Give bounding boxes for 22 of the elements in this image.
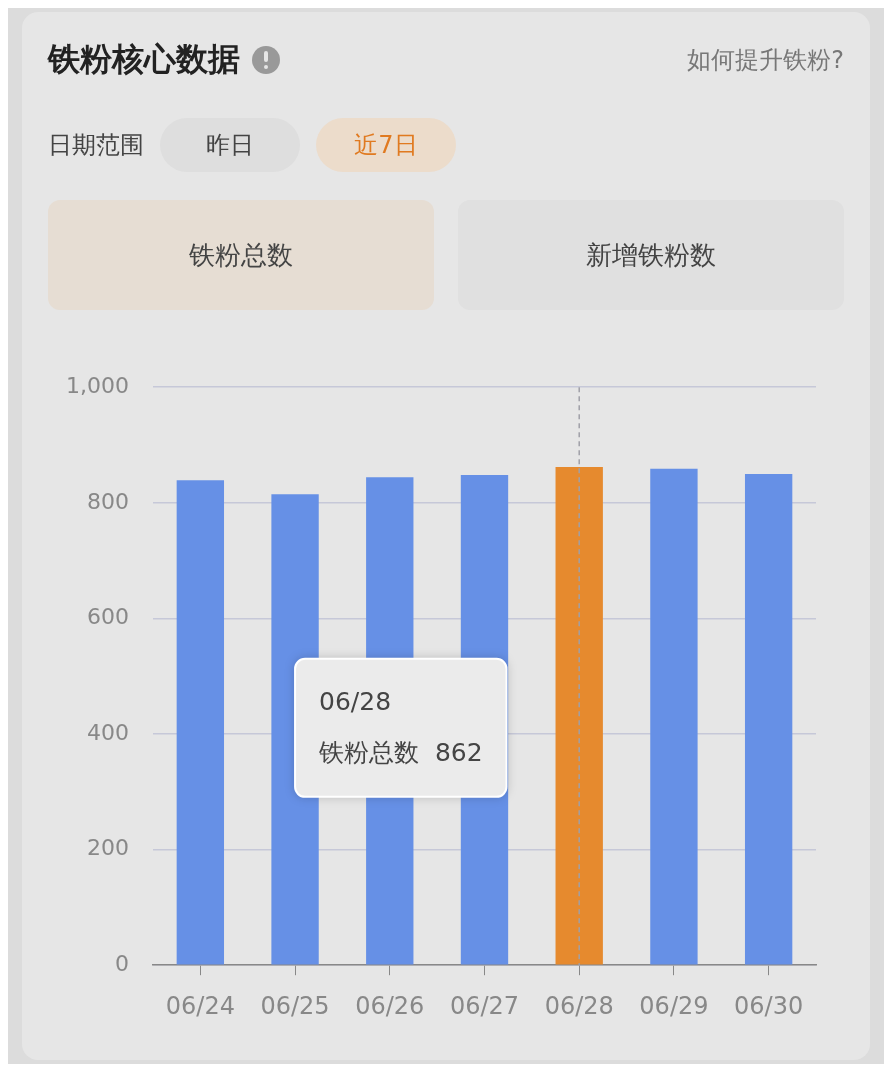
x-tick-label: 06/28 — [544, 991, 614, 1020]
text: 新增铁粉数 — [458, 200, 844, 310]
y-tick-label: 600 — [86, 604, 129, 630]
y-tick-label: 800 — [86, 488, 129, 514]
text: 近7日 — [316, 118, 456, 172]
y-tick-label: 1,000 — [66, 372, 129, 398]
annotation: 06/28 — [319, 687, 392, 717]
chart-title: 铁粉核心数据 — [48, 39, 240, 80]
text: 铁粉总数 — [48, 200, 434, 310]
x-tick-label: 06/24 — [165, 991, 235, 1020]
y-tick-label: 400 — [86, 719, 129, 745]
annotation: 铁粉总数 862 — [318, 738, 483, 768]
y-tick-label: 0 — [114, 950, 129, 976]
y-tick-label: 200 — [86, 835, 129, 861]
x-tick-label: 06/26 — [355, 991, 425, 1020]
x-tick-label: 06/27 — [449, 991, 520, 1020]
x-tick-label: 06/29 — [639, 991, 709, 1020]
text: 日期范围 — [48, 130, 144, 161]
x-tick-label: 06/25 — [260, 991, 330, 1020]
text: 昨日 — [160, 118, 300, 172]
text: 如何提升铁粉? — [687, 45, 844, 76]
x-tick-label: 06/30 — [734, 991, 804, 1020]
